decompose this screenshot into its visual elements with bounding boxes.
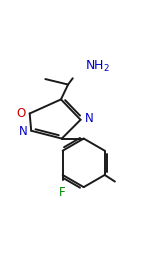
Text: N: N bbox=[85, 113, 93, 125]
Text: F: F bbox=[59, 186, 66, 199]
Text: NH$_2$: NH$_2$ bbox=[85, 59, 110, 74]
Text: N: N bbox=[19, 125, 27, 138]
Text: O: O bbox=[16, 107, 26, 120]
